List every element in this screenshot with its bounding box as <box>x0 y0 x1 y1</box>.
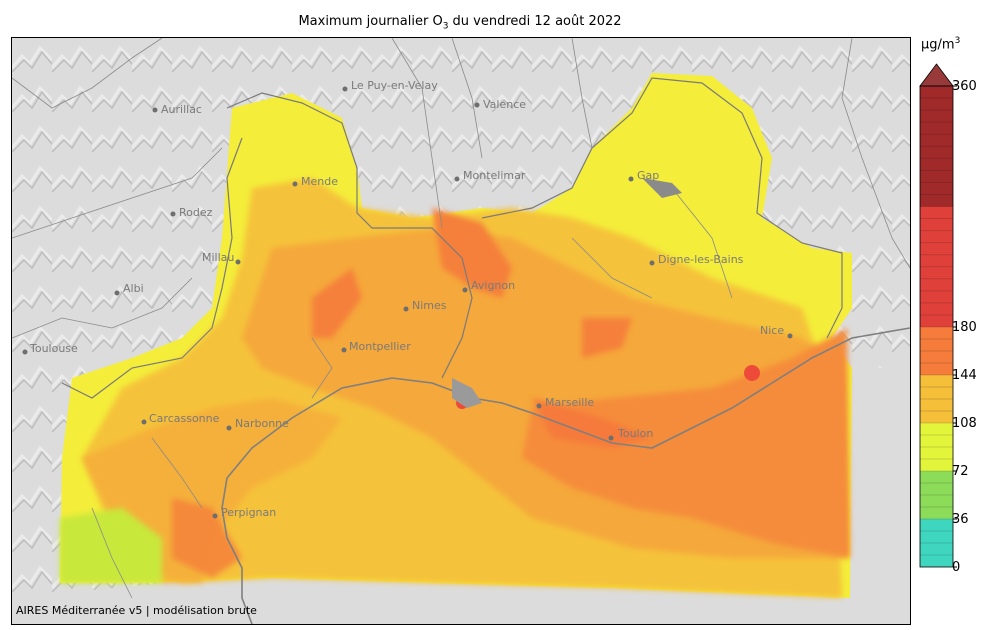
city-dot-millau <box>235 259 241 265</box>
city-label-valence: Valence <box>483 98 526 111</box>
department-borders <box>12 38 910 599</box>
city-dot-mende <box>292 181 298 187</box>
city-label-perpignan: Perpignan <box>221 506 276 519</box>
city-label-gap: Gap <box>637 169 659 182</box>
region-border-paca <box>481 77 843 339</box>
colorbar-band-3 <box>920 375 953 423</box>
city-dot-aurillac <box>152 107 158 113</box>
city-dot-valence <box>474 102 480 108</box>
colorbar-tick-label-144: 144 <box>952 368 977 383</box>
city-label-avignon: Avignon <box>471 279 515 292</box>
colorbar-band-1 <box>920 471 953 519</box>
city-dot-narbonne <box>226 425 232 431</box>
colorbar-tick-label-180: 180 <box>952 320 977 335</box>
city-label-nice: Nice <box>760 324 784 337</box>
city-dot-toulouse <box>22 349 28 355</box>
city-label-nimes: Nimes <box>412 299 447 312</box>
ozone-hotspot-cevennes <box>312 268 362 338</box>
colorbar-tick-label-72: 72 <box>952 464 969 479</box>
city-dot-carcassonne <box>141 419 147 425</box>
colorbar-band-0 <box>920 519 953 567</box>
city-dot-toulon <box>608 435 614 441</box>
colorbar-unit: µg/m3 <box>921 36 961 53</box>
city-label-toulon: Toulon <box>617 427 653 440</box>
city-label-toulouse: Toulouse <box>29 342 78 355</box>
city-label-narbonne: Narbonne <box>235 417 289 430</box>
map-title: Maximum journalier O3 du vendredi 12 aoû… <box>298 14 622 32</box>
city-label-millau: Millau <box>202 251 234 264</box>
city-dot-marseille <box>536 403 542 409</box>
colorbar-tick-label-360: 360 <box>952 79 977 94</box>
ozone-hotspot-toulon-coast <box>532 398 652 448</box>
city-label-montpellier: Montpellier <box>349 340 411 353</box>
colorbar-band-6 <box>920 86 953 207</box>
city-dot-nimes <box>403 306 409 312</box>
ozone-low-sw <box>60 508 162 583</box>
city-dot-perpignan <box>212 513 218 519</box>
colorbar-band-2 <box>920 423 953 471</box>
city-dot-albi <box>114 290 120 296</box>
colorbar-tick-label-108: 108 <box>952 416 977 431</box>
region-border-occitanie <box>226 92 473 379</box>
colorbar-band-5 <box>920 206 953 327</box>
map-panel[interactable]: Aurillac Le Puy-en-Velay Valence Mende M… <box>11 37 911 625</box>
city-label-le-puy-en-velay: Le Puy-en-Velay <box>351 79 438 92</box>
ozone-hotspot-perpignan <box>172 498 242 578</box>
credit-text: AIRES Méditerranée v5 | modélisation bru… <box>16 604 257 617</box>
city-markers: Aurillac Le Puy-en-Velay Valence Mende M… <box>22 79 793 519</box>
lac-de-serre-poncon <box>642 178 682 198</box>
ozone-hotspot-rhone <box>432 208 512 298</box>
city-dot-avignon <box>462 287 468 293</box>
city-dot-gap <box>628 176 634 182</box>
coastline <box>226 327 910 479</box>
colorbar-extend-arrow <box>919 63 954 87</box>
colorbar-band-4 <box>920 327 953 375</box>
ozone-peak-nice <box>744 365 760 381</box>
region-border-west <box>61 137 243 399</box>
map-canvas: Aurillac Le Puy-en-Velay Valence Mende M… <box>12 38 910 624</box>
city-dot-montelimar <box>454 176 460 182</box>
city-label-carcassonne: Carcassonne <box>149 412 220 425</box>
city-label-digne-les-bains: Digne-les-Bains <box>658 253 744 266</box>
ozone-hotspot-provence <box>582 318 632 358</box>
colorbar-tick-label-36: 36 <box>952 512 969 527</box>
city-label-marseille: Marseille <box>545 396 594 409</box>
city-label-albi: Albi <box>123 282 144 295</box>
etang-de-berre <box>452 378 482 408</box>
colorbar <box>919 63 957 568</box>
city-label-mende: Mende <box>301 175 338 188</box>
city-label-montelimar: Montelimar <box>463 169 526 182</box>
colorbar-tick-label-0: 0 <box>952 560 961 575</box>
city-dot-digne-les-bains <box>649 260 655 266</box>
city-dot-rodez <box>170 211 176 217</box>
city-dot-le-puy-en-velay <box>342 86 348 92</box>
city-dot-montpellier <box>341 347 347 353</box>
city-label-rodez: Rodez <box>179 206 213 219</box>
city-dot-nice <box>787 333 793 339</box>
city-label-aurillac: Aurillac <box>161 103 202 116</box>
